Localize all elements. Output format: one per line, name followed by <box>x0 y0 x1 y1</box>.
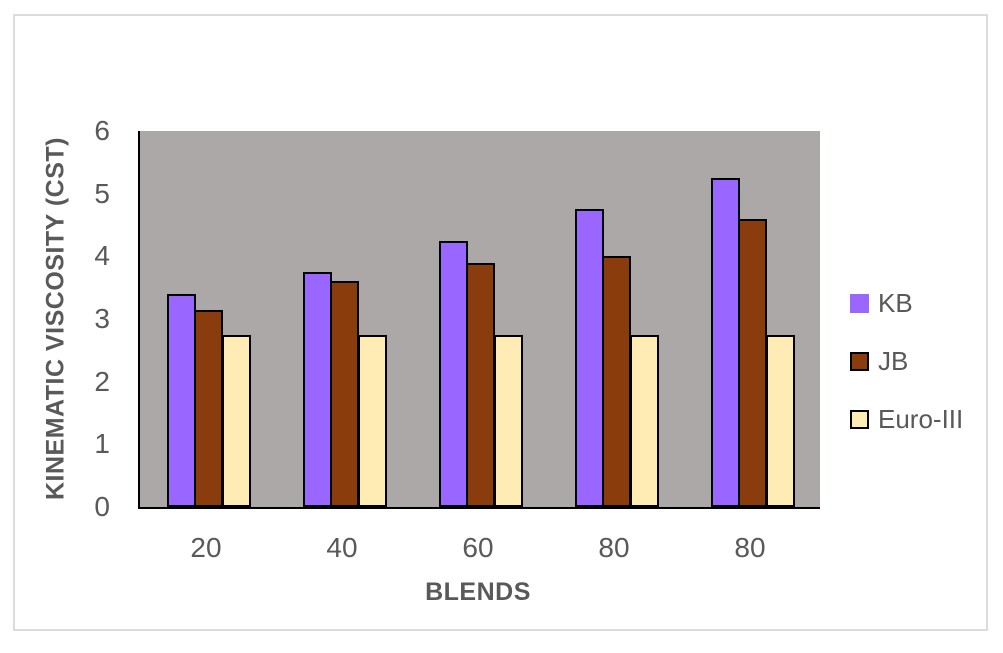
legend-item-Euro-III: Euro-III <box>850 404 964 434</box>
bar-KB-group1 <box>166 293 196 507</box>
legend-item-KB: KB <box>850 288 963 318</box>
bar-JB-group1 <box>194 309 223 507</box>
chart-legend: KB JB Euro-III <box>850 288 964 434</box>
bar-Euro-III-group3 <box>493 334 523 507</box>
legend-swatch-JB <box>850 351 869 371</box>
bar-JB-group2 <box>330 281 359 507</box>
y-tick-label: 4 <box>94 240 110 272</box>
y-tick-label: 2 <box>94 365 110 397</box>
bar-KB-group4 <box>574 209 604 507</box>
bar-KB-group2 <box>302 272 332 507</box>
x-tick-label: 20 <box>190 532 222 563</box>
bar-JB-group3 <box>466 262 495 507</box>
y-tick-label: 6 <box>94 115 110 146</box>
legend-swatch-KB <box>850 293 869 313</box>
bar-KB-group3 <box>438 240 468 507</box>
legend-label: Euro-III <box>878 404 964 434</box>
bar-JB-group5 <box>738 218 767 507</box>
y-tick-label: 5 <box>94 177 110 209</box>
y-tick-label: 3 <box>94 303 110 334</box>
x-tick-label: 80 <box>734 532 766 563</box>
bar-Euro-III-group4 <box>629 334 659 507</box>
legend-label: KB <box>878 288 913 318</box>
legend-item-JB: JB <box>850 346 963 376</box>
y-tick-label: 1 <box>94 428 110 460</box>
legend-label: JB <box>878 346 909 376</box>
bar-Euro-III-group1 <box>221 334 251 507</box>
bar-JB-group4 <box>602 256 631 507</box>
bar-Euro-III-group5 <box>765 334 795 507</box>
x-tick-label: 40 <box>326 532 358 563</box>
bar-KB-group5 <box>710 178 740 507</box>
x-tick-label: 60 <box>462 532 494 563</box>
x-axis-title: BLENDS <box>425 578 531 606</box>
x-tick-label: 80 <box>598 532 630 563</box>
legend-swatch-Euro-III <box>850 409 869 429</box>
y-tick-label: 0 <box>94 491 110 522</box>
bar-Euro-III-group2 <box>357 334 387 507</box>
